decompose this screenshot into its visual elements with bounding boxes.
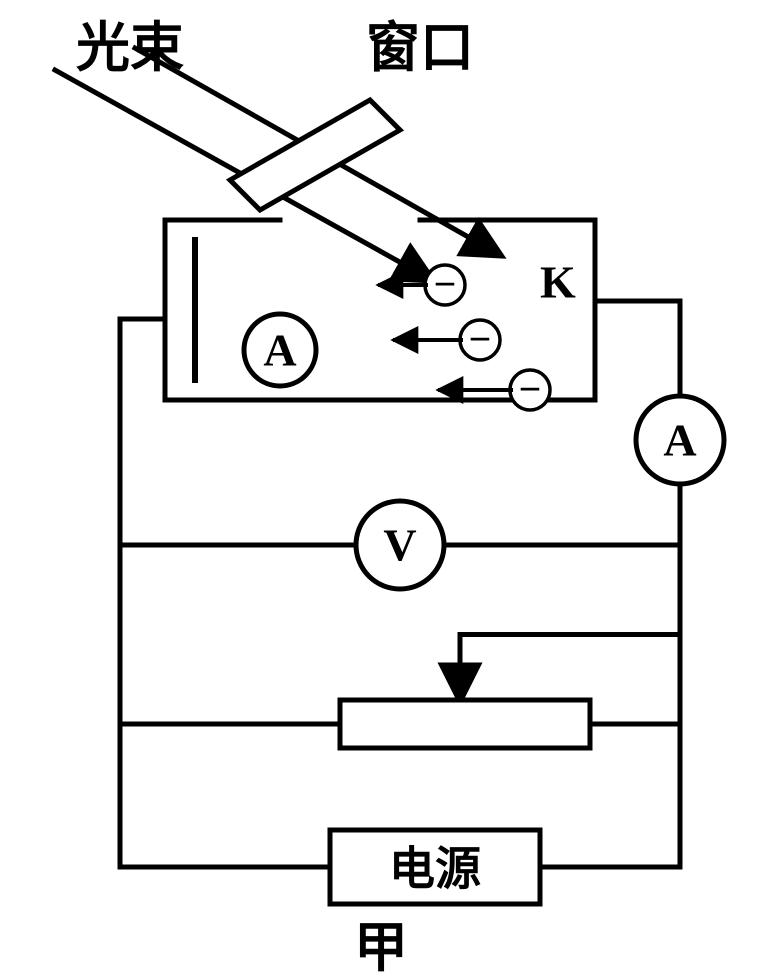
electron-minus-0: − (434, 262, 457, 307)
anode-meter-label: A (263, 325, 296, 376)
figure-caption: 甲 (354, 918, 408, 976)
electron-minus-1: − (469, 317, 492, 362)
electron-minus-2: − (519, 367, 542, 412)
light-beam-label: 光束 (76, 18, 184, 78)
cathode-label: K (540, 257, 576, 308)
window-label: 窗口 (366, 18, 474, 78)
power-source-label: 电源 (389, 844, 481, 895)
potentiometer (340, 700, 590, 748)
voltmeter-label: V (383, 520, 416, 571)
ammeter-label: A (663, 415, 696, 466)
